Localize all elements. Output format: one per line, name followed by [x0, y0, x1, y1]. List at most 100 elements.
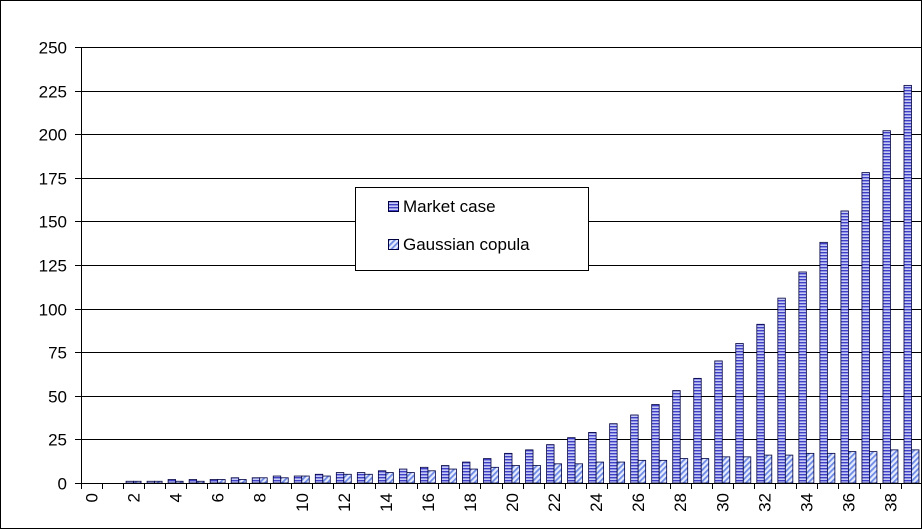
- bar-market-case: [398, 468, 408, 484]
- bar-market-case: [693, 377, 702, 484]
- x-tick-label: 16: [419, 493, 438, 512]
- y-tick-label: 175: [39, 170, 67, 189]
- bar-market-case: [272, 475, 282, 484]
- bar-gaussian-copula: [869, 451, 878, 484]
- y-tick-label: 100: [39, 301, 67, 320]
- bar-market-case: [462, 461, 471, 484]
- x-tick-label: 38: [881, 493, 900, 512]
- x-tick-label: 28: [671, 493, 690, 512]
- bar-market-case: [377, 470, 387, 484]
- y-tick-label: 25: [48, 431, 67, 450]
- bar-gaussian-copula: [343, 473, 352, 484]
- bar-market-case: [420, 466, 429, 484]
- bar-market-case: [819, 241, 828, 484]
- x-tick-label: 32: [755, 493, 774, 512]
- bar-gaussian-copula: [448, 468, 457, 484]
- bar-market-case: [356, 472, 366, 484]
- bar-market-case: [335, 472, 345, 484]
- bar-market-case: [777, 297, 786, 484]
- bar-gaussian-copula: [532, 465, 541, 484]
- bar-market-case: [609, 423, 618, 484]
- x-tick-label: 8: [251, 493, 270, 502]
- bar-gaussian-copula: [490, 466, 499, 484]
- y-tick-label: 225: [39, 83, 67, 102]
- bar-market-case: [714, 360, 723, 484]
- x-tick-label: 34: [797, 493, 816, 512]
- bar-market-case: [672, 390, 681, 484]
- bar-market-case: [314, 473, 324, 484]
- bar-market-case: [251, 477, 261, 484]
- x-tick-label: 2: [125, 493, 144, 502]
- bar-market-case: [567, 437, 576, 484]
- bar-gaussian-copula: [469, 468, 478, 484]
- bar-gaussian-copula: [385, 472, 394, 484]
- bar-gaussian-copula: [196, 480, 205, 484]
- bar-gaussian-copula: [616, 461, 626, 484]
- x-tick-label: 36: [839, 493, 858, 512]
- bar-gaussian-copula: [890, 449, 899, 484]
- x-tick-label: 24: [587, 493, 606, 512]
- x-tick-label: 30: [713, 493, 732, 512]
- bar-market-case: [525, 449, 534, 484]
- bar-market-case: [167, 479, 177, 484]
- bar-gaussian-copula: [805, 452, 815, 484]
- x-tick-label: 10: [293, 493, 312, 512]
- x-tick-label: 4: [167, 493, 186, 502]
- bar-gaussian-copula: [511, 465, 520, 484]
- bar-gaussian-copula: [574, 463, 583, 484]
- x-tick-label: 0: [83, 493, 102, 502]
- legend-swatch: [388, 239, 399, 250]
- bar-market-case: [882, 130, 891, 484]
- bar-market-case: [630, 414, 639, 484]
- bar-market-case: [146, 480, 155, 484]
- bar-gaussian-copula: [427, 470, 436, 484]
- bar-market-case: [546, 444, 555, 484]
- y-tick-label: 150: [39, 213, 67, 232]
- x-tick-label: 6: [209, 493, 228, 502]
- bar-gaussian-copula: [175, 480, 184, 484]
- y-tick-label: 50: [48, 388, 67, 407]
- bar-gaussian-copula: [911, 449, 920, 484]
- x-tick-label: 22: [545, 493, 564, 512]
- bar-market-case: [588, 432, 597, 484]
- bar-market-case: [293, 475, 303, 484]
- bar-gaussian-copula: [784, 454, 794, 484]
- bar-gaussian-copula: [721, 456, 731, 484]
- bar-market-case: [230, 477, 240, 484]
- bar-gaussian-copula: [238, 479, 247, 484]
- legend-swatch: [388, 201, 399, 212]
- x-tick-label: 26: [629, 493, 648, 512]
- y-tick-label: 75: [48, 344, 67, 363]
- bar-gaussian-copula: [364, 473, 373, 484]
- bar-gaussian-copula: [280, 477, 289, 484]
- x-tick-label: 12: [335, 493, 354, 512]
- bar-gaussian-copula: [406, 472, 415, 484]
- y-tick-label: 250: [39, 39, 67, 58]
- bar-gaussian-copula: [154, 480, 163, 484]
- bar-market-case: [903, 84, 912, 484]
- bar-gaussian-copula: [595, 461, 605, 484]
- x-tick-label: 18: [461, 493, 480, 512]
- bar-gaussian-copula: [848, 451, 857, 484]
- bar-gaussian-copula: [679, 458, 689, 484]
- bar-gaussian-copula: [742, 456, 752, 484]
- y-tick-label: 0: [58, 475, 67, 494]
- legend-label: Gaussian copula: [403, 235, 530, 254]
- bar-market-case: [840, 210, 849, 484]
- bar-gaussian-copula: [826, 452, 836, 484]
- bar-market-case: [861, 172, 870, 484]
- bar-market-case: [504, 452, 513, 484]
- bar-gaussian-copula: [763, 454, 773, 484]
- y-tick-label: 125: [39, 257, 67, 276]
- y-tick-label: 200: [39, 126, 67, 145]
- bar-gaussian-copula: [301, 475, 310, 484]
- bar-market-case: [441, 465, 450, 484]
- x-tick-label: 20: [503, 493, 522, 512]
- x-tick-label: 14: [377, 493, 396, 512]
- bar-market-case: [735, 343, 744, 484]
- bar-market-case: [125, 480, 134, 484]
- bar-gaussian-copula: [259, 477, 268, 484]
- bar-gaussian-copula: [217, 479, 226, 484]
